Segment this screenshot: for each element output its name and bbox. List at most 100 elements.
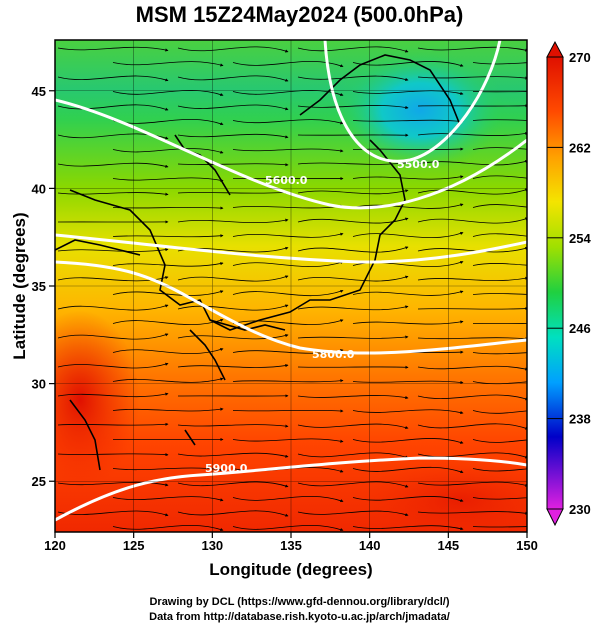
x-tick-label: 140 — [359, 538, 381, 553]
contour-label: 5900.0 — [205, 462, 248, 475]
streamline — [112, 496, 224, 502]
streamline — [417, 276, 527, 282]
streamline — [417, 188, 527, 195]
streamline — [232, 148, 344, 153]
streamline — [417, 423, 527, 430]
streamline — [352, 409, 464, 415]
streamline — [297, 246, 409, 253]
streamline — [297, 305, 409, 311]
streamline — [177, 190, 289, 195]
streamline — [57, 422, 169, 426]
streamline — [472, 147, 527, 150]
streamline — [472, 62, 527, 65]
streamline — [352, 438, 464, 444]
chart-title: MSM 15Z24May2024 (500.0hPa) — [135, 2, 464, 27]
streamline — [112, 234, 224, 238]
colorbar: 270 262 254 246 238 230 — [546, 40, 591, 527]
streamline — [57, 104, 169, 111]
streamline — [177, 275, 289, 282]
colorbar-tick-label: 238 — [569, 412, 591, 427]
streamline — [177, 163, 289, 167]
streamline — [232, 379, 344, 383]
streamline — [57, 248, 169, 252]
contour-labels: 5500.0 5600.0 5800.0 5900.0 — [205, 158, 440, 475]
colorbar-min-arrow — [546, 508, 564, 527]
streamline — [472, 381, 527, 385]
streamline — [112, 61, 224, 67]
colorbar-tick-label: 262 — [569, 140, 591, 155]
contour-label: 5600.0 — [265, 174, 308, 187]
x-tick-label: 145 — [437, 538, 459, 553]
streamline — [352, 231, 464, 239]
colorbar-tick-label: 230 — [569, 502, 591, 517]
streamline — [177, 133, 289, 139]
streamline — [177, 452, 289, 458]
streamline — [57, 392, 169, 398]
streamline — [417, 481, 527, 487]
colorbar-tick-label: 270 — [569, 50, 591, 65]
streamline — [57, 362, 169, 369]
streamline — [177, 75, 289, 82]
streamline — [472, 439, 527, 443]
streamline — [112, 407, 224, 412]
streamline — [352, 496, 464, 502]
y-tick-label: 35 — [32, 279, 46, 294]
streamline — [417, 394, 527, 401]
streamline — [352, 525, 464, 531]
streamline — [417, 159, 527, 166]
streamline — [57, 162, 169, 168]
streamline — [472, 293, 527, 295]
streamline — [417, 246, 527, 253]
streamline — [472, 352, 527, 355]
streamline — [232, 495, 344, 503]
temperature-field: 5500.0 5600.0 5800.0 5900.0 — [55, 40, 527, 532]
streamline — [112, 524, 224, 531]
streamline — [417, 46, 527, 52]
streamline — [472, 263, 527, 266]
streamline — [417, 76, 527, 80]
streamline — [57, 304, 169, 311]
y-tick-label: 30 — [32, 377, 46, 392]
streamline — [352, 61, 464, 67]
streamline — [57, 192, 169, 196]
streamline — [417, 306, 527, 311]
y-axis-label: Latitude (degrees) — [10, 212, 29, 360]
streamline — [352, 380, 464, 385]
streamline — [297, 275, 409, 282]
streamline — [232, 438, 344, 443]
streamline — [112, 89, 224, 97]
x-tick-label: 135 — [280, 538, 302, 553]
streamline — [297, 423, 409, 430]
streamline — [352, 90, 464, 96]
streamline — [472, 233, 527, 237]
streamline — [177, 304, 289, 311]
x-axis-label: Longitude (degrees) — [209, 560, 373, 579]
contour-label: 5500.0 — [397, 158, 440, 171]
credit-line-2: Data from http://database.rish.kyoto-u.a… — [149, 611, 450, 623]
streamline — [177, 364, 289, 368]
streamline — [297, 105, 409, 110]
streamline — [57, 481, 169, 487]
streamline — [177, 334, 289, 340]
y-tick-label: 45 — [32, 84, 46, 99]
streamline — [297, 189, 409, 195]
x-axis: 120 125 130 135 140 145 150 — [44, 532, 538, 553]
streamline — [472, 410, 527, 414]
streamline — [232, 524, 344, 532]
streamline — [112, 318, 224, 326]
streamline — [297, 365, 409, 369]
streamline — [297, 335, 409, 339]
streamline — [417, 217, 527, 224]
height-contours — [55, 40, 527, 522]
wind-streamlines — [57, 46, 527, 532]
x-tick-label: 120 — [44, 538, 66, 553]
streamline — [417, 452, 527, 459]
x-tick-label: 125 — [123, 538, 145, 553]
streamline — [177, 104, 289, 111]
streamline — [177, 46, 289, 53]
streamline — [352, 466, 464, 474]
y-tick-label: 25 — [32, 474, 46, 489]
streamline — [297, 161, 409, 165]
